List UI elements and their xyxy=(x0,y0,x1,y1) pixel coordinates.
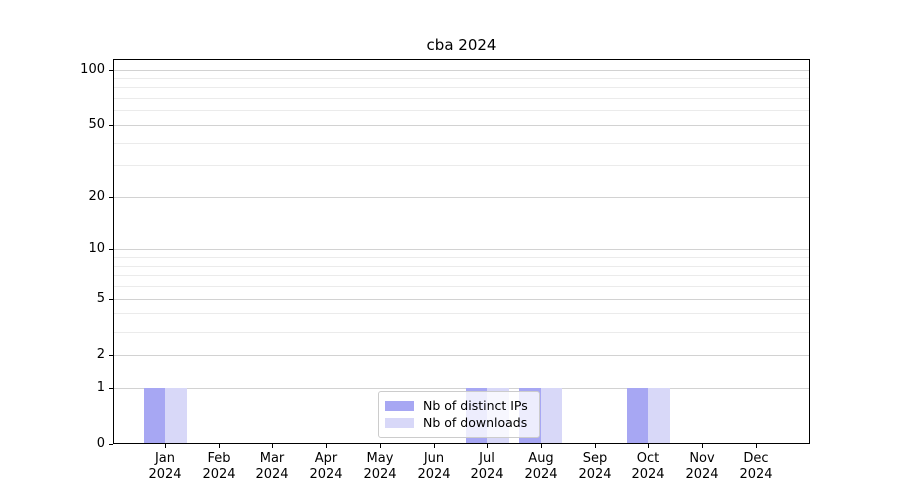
gridline-minor-30 xyxy=(114,165,809,167)
legend-item-distinct-ips: Nb of distinct IPs xyxy=(385,397,533,413)
y-tick-label-20: 20 xyxy=(88,188,105,204)
x-tick-label-year: 2024 xyxy=(363,467,397,482)
legend-swatch-distinct-ips-icon xyxy=(385,400,414,411)
x-tick-label-aug: Aug 2024 xyxy=(509,451,573,483)
x-tick-label-month: Jun xyxy=(423,451,445,466)
x-tick-label-feb: Feb 2024 xyxy=(187,451,251,483)
x-tick-mark-jun xyxy=(434,444,435,448)
x-tick-label-apr: Apr 2024 xyxy=(294,451,358,483)
x-tick-label-jun: Jun 2024 xyxy=(402,451,466,483)
legend-swatch-downloads-icon xyxy=(385,418,414,429)
x-tick-mark-sep xyxy=(595,444,596,448)
x-tick-label-sep: Sep 2024 xyxy=(563,451,627,483)
plot-area xyxy=(113,59,810,444)
gridline-major-5 xyxy=(114,298,809,300)
x-tick-mark-may xyxy=(380,444,381,448)
y-tick-mark-1 xyxy=(109,388,113,389)
bar-downloads-aug xyxy=(540,387,563,443)
bar-distinct-ips-jan xyxy=(143,387,165,443)
x-tick-label-year: 2024 xyxy=(685,467,719,482)
x-tick-mark-nov xyxy=(702,444,703,448)
x-tick-label-year: 2024 xyxy=(631,467,665,482)
gridline-minor-9 xyxy=(114,257,809,259)
gridline-minor-3 xyxy=(114,331,809,333)
y-tick-mark-100 xyxy=(109,70,113,71)
y-tick-mark-10 xyxy=(109,249,113,250)
gridline-minor-60 xyxy=(114,110,809,112)
legend: Nb of distinct IPs Nb of downloads xyxy=(378,391,540,438)
x-tick-mark-dec xyxy=(756,444,757,448)
x-tick-mark-feb xyxy=(219,444,220,448)
x-tick-label-year: 2024 xyxy=(524,467,558,482)
x-tick-label-year: 2024 xyxy=(202,467,236,482)
x-tick-label-month: Dec xyxy=(743,451,769,466)
y-tick-mark-5 xyxy=(109,299,113,300)
x-tick-mark-apr xyxy=(326,444,327,448)
x-tick-label-year: 2024 xyxy=(255,467,289,482)
x-tick-label-month: Apr xyxy=(314,451,338,466)
chart-title: cba 2024 xyxy=(426,36,497,54)
gridline-major-1 xyxy=(114,387,809,389)
x-tick-label-month: Jul xyxy=(479,451,495,466)
x-tick-label-month: May xyxy=(366,451,394,466)
gridline-minor-4 xyxy=(114,313,809,315)
x-tick-label-dec: Dec 2024 xyxy=(724,451,788,483)
y-tick-label-2: 2 xyxy=(96,346,105,362)
gridline-minor-90 xyxy=(114,77,809,79)
y-tick-mark-20 xyxy=(109,197,113,198)
x-tick-label-year: 2024 xyxy=(309,467,343,482)
x-tick-label-jul: Jul 2024 xyxy=(455,451,519,483)
legend-label-distinct-ips: Nb of distinct IPs xyxy=(423,397,528,413)
x-tick-label-month: Feb xyxy=(207,451,231,466)
x-tick-label-year: 2024 xyxy=(417,467,451,482)
x-tick-mark-jul xyxy=(487,444,488,448)
gridline-minor-6 xyxy=(114,286,809,288)
x-tick-label-month: Jan xyxy=(154,451,176,466)
y-tick-mark-2 xyxy=(109,355,113,356)
gridline-major-2 xyxy=(114,354,809,356)
x-tick-label-oct: Oct 2024 xyxy=(616,451,680,483)
bar-distinct-ips-oct xyxy=(626,387,649,443)
x-tick-label-year: 2024 xyxy=(470,467,504,482)
gridline-major-100 xyxy=(114,69,809,71)
x-tick-label-mar: Mar 2024 xyxy=(240,451,304,483)
y-tick-mark-0 xyxy=(109,444,113,445)
y-tick-label-0: 0 xyxy=(96,436,105,451)
y-tick-mark-50 xyxy=(109,125,113,126)
x-tick-label-month: Nov xyxy=(689,451,715,466)
y-tick-label-50: 50 xyxy=(88,116,105,132)
x-tick-label-year: 2024 xyxy=(578,467,612,482)
x-tick-label-may: May 2024 xyxy=(348,451,412,483)
x-tick-mark-oct xyxy=(648,444,649,448)
bar-downloads-jan xyxy=(165,387,187,443)
x-tick-label-jan: Jan 2024 xyxy=(133,451,197,483)
x-tick-mark-jan xyxy=(165,444,166,448)
x-tick-label-month: Sep xyxy=(582,451,608,466)
gridline-major-50 xyxy=(114,124,809,126)
x-tick-label-year: 2024 xyxy=(739,467,773,482)
x-tick-label-month: Oct xyxy=(636,451,660,466)
x-tick-label-year: 2024 xyxy=(148,467,182,482)
x-tick-mark-mar xyxy=(272,444,273,448)
gridline-major-20 xyxy=(114,196,809,198)
gridline-major-10 xyxy=(114,249,809,251)
x-tick-label-month: Aug xyxy=(528,451,554,466)
x-tick-mark-aug xyxy=(541,444,542,448)
y-tick-label-5: 5 xyxy=(96,290,105,306)
bar-downloads-oct xyxy=(648,387,670,443)
y-tick-label-100: 100 xyxy=(80,61,105,77)
gridline-minor-80 xyxy=(114,87,809,89)
gridline-minor-8 xyxy=(114,265,809,267)
y-tick-label-1: 1 xyxy=(96,379,105,395)
gridline-minor-40 xyxy=(114,142,809,144)
gridline-minor-70 xyxy=(114,98,809,100)
x-tick-label-month: Mar xyxy=(259,451,285,466)
legend-label-downloads: Nb of downloads xyxy=(423,415,528,431)
x-tick-label-nov: Nov 2024 xyxy=(670,451,734,483)
y-tick-label-10: 10 xyxy=(88,241,105,257)
legend-item-downloads: Nb of downloads xyxy=(385,416,533,430)
gridline-minor-7 xyxy=(114,275,809,277)
